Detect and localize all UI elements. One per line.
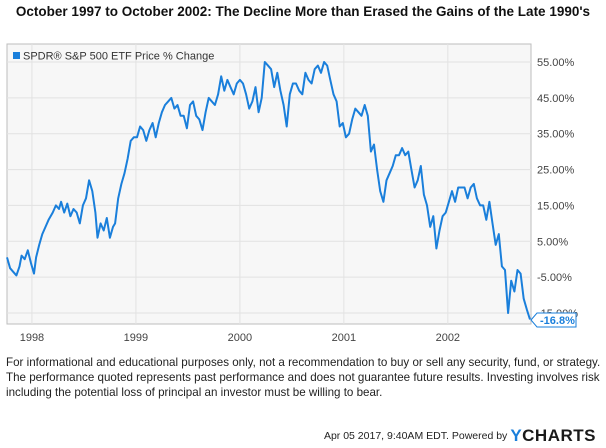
y-tick-label: 25.00% bbox=[537, 165, 575, 177]
series-line-spy bbox=[6, 61, 531, 320]
y-tick-label: 55.00% bbox=[537, 57, 575, 69]
end-value-text: -16.8% bbox=[540, 315, 575, 327]
y-axis-ticks: 55.00% 45.00% 35.00% 25.00% 15.00% 5.00% -5.00… bbox=[537, 57, 578, 320]
x-tick-label: 2001 bbox=[332, 332, 356, 344]
disclaimer-text: For informational and educational purpos… bbox=[6, 356, 601, 399]
x-tick-label: 1998 bbox=[20, 332, 44, 344]
chart-title: October 1997 to October 2002: The Declin… bbox=[15, 4, 591, 19]
x-tick-label: 2002 bbox=[436, 332, 460, 344]
legend-label: SPDR® S&P 500 ETF Price % Change bbox=[23, 51, 214, 63]
grid-lines bbox=[7, 44, 531, 324]
y-tick-label: -5.00% bbox=[537, 272, 572, 284]
x-tick-label: 2000 bbox=[228, 332, 252, 344]
x-axis-ticks: 1998 1999 2000 2001 2002 bbox=[20, 332, 460, 344]
powered-by-label: Powered by bbox=[451, 430, 508, 442]
line-chart: 55.00% 45.00% 35.00% 25.00% 15.00% 5.00% -5.00… bbox=[6, 43, 578, 344]
legend: SPDR® S&P 500 ETF Price % Change bbox=[13, 51, 214, 63]
y-tick-label: 45.00% bbox=[537, 93, 575, 105]
timestamp: Apr 05 2017, 9:40AM EDT. bbox=[323, 430, 449, 442]
ycharts-logo-text: CHARTS bbox=[522, 426, 596, 445]
y-tick-label: 15.00% bbox=[537, 200, 575, 212]
footer: Apr 05 2017, 9:40AM EDT. Powered by YCHA… bbox=[324, 426, 596, 446]
legend-swatch bbox=[13, 52, 20, 59]
y-tick-label: 5.00% bbox=[537, 236, 568, 248]
ycharts-logo[interactable]: YCHARTS bbox=[510, 426, 596, 446]
end-value-callout bbox=[530, 312, 577, 328]
end-value-label: -16.8% bbox=[530, 312, 577, 328]
y-tick-label: 35.00% bbox=[537, 129, 575, 141]
plot-background bbox=[6, 43, 532, 325]
chart-area: 55.00% 45.00% 35.00% 25.00% 15.00% 5.00% -5.00… bbox=[6, 43, 578, 344]
x-tick-label: 1999 bbox=[124, 332, 148, 344]
ycharts-logo-y: Y bbox=[510, 426, 523, 445]
